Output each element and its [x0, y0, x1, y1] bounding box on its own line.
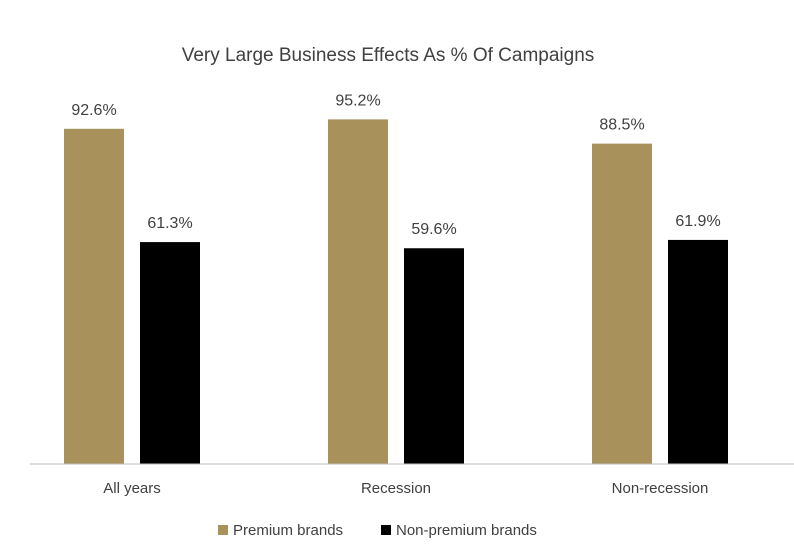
bars-group: 92.6% 61.3% 95.2% 59.6% 88.5% 61.9%: [64, 92, 728, 464]
legend-swatch-non-premium: [381, 525, 391, 535]
data-label-non-premium-1: 61.3%: [147, 215, 192, 232]
legend-label-non-premium: Non-premium brands: [396, 522, 537, 539]
bar-premium-3: [592, 143, 652, 464]
x-tick-label-2: Recession: [361, 480, 431, 497]
x-tick-label-3: Non-recession: [612, 480, 709, 497]
bar-premium-1: [64, 128, 124, 464]
chart-title: Very Large Business Effects As % Of Camp…: [182, 45, 595, 66]
x-tick-label-1: All years: [103, 480, 161, 497]
legend: Premium brands Non-premium brands: [218, 522, 537, 539]
x-tick-labels: All years Recession Non-recession: [103, 480, 708, 497]
data-label-premium-1: 92.6%: [71, 102, 116, 119]
data-label-premium-3: 88.5%: [599, 117, 644, 134]
legend-label-premium: Premium brands: [233, 522, 343, 539]
bar-non-premium-2: [404, 248, 464, 464]
bar-premium-2: [328, 119, 388, 464]
bar-non-premium-3: [668, 239, 728, 464]
data-label-non-premium-2: 59.6%: [411, 221, 456, 238]
data-label-premium-2: 95.2%: [335, 92, 380, 109]
legend-swatch-premium: [218, 525, 228, 535]
data-label-non-premium-3: 61.9%: [675, 213, 720, 230]
bar-non-premium-1: [140, 242, 200, 464]
